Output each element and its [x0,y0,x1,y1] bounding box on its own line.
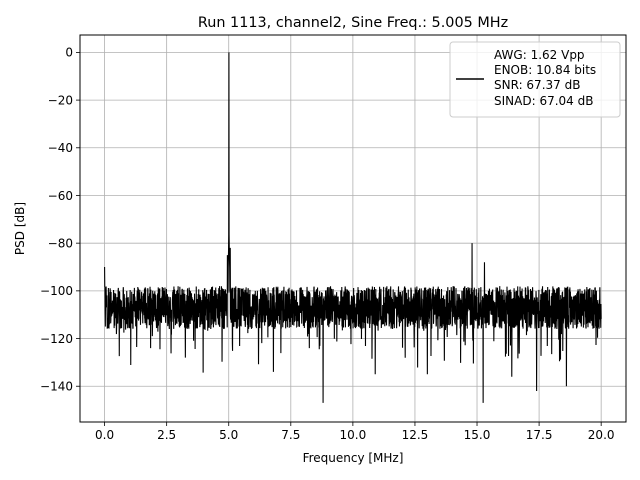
legend: AWG: 1.62 Vpp ENOB: 10.84 bits SNR: 67.3… [449,41,621,118]
x-tick-label: 10.0 [340,428,367,442]
y-axis-ticks: 0 −20 −40 −60 −80 −100 −120 −140 [40,46,80,394]
legend-line-snr: SNR: 67.37 dB [494,78,580,92]
x-tick-label: 20.0 [588,428,615,442]
y-tick-label: −140 [40,380,73,394]
y-tick-label: −100 [40,284,73,298]
y-tick-label: −20 [48,93,73,107]
x-tick-label: 15.0 [464,428,491,442]
x-tick-label: 5.0 [219,428,238,442]
y-tick-label: 0 [65,46,73,60]
y-axis-label: PSD [dB] [13,202,27,255]
chart-title: Run 1113, channel2, Sine Freq.: 5.005 MH… [198,15,508,31]
psd-series-line [104,52,602,403]
legend-line-sinad: SINAD: 67.04 dB [494,94,593,108]
x-tick-label: 0.0 [95,428,114,442]
y-tick-label: −80 [48,236,73,250]
x-tick-label: 2.5 [157,428,176,442]
y-tick-label: −60 [48,189,73,203]
x-tick-label: 17.5 [526,428,553,442]
y-tick-label: −120 [40,332,73,346]
y-tick-label: −40 [48,141,73,155]
legend-line-awg: AWG: 1.62 Vpp [494,48,585,62]
x-axis-ticks: 0.0 2.5 5.0 7.5 10.0 12.5 15.0 17.5 20.0 [95,422,615,442]
x-tick-label: 12.5 [402,428,429,442]
legend-box [449,41,621,118]
x-tick-label: 7.5 [281,428,300,442]
legend-line-enob: ENOB: 10.84 bits [494,63,596,77]
x-axis-label: Frequency [MHz] [303,451,404,465]
